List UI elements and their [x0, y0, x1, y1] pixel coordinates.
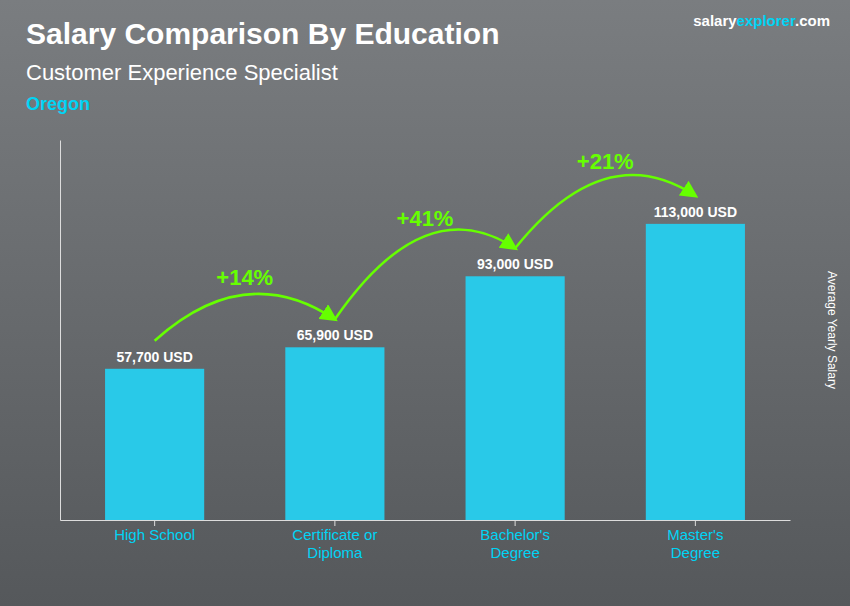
value-label: 57,700 USD: [116, 349, 192, 365]
x-tick-label: High School: [114, 526, 195, 543]
x-tick-label-line: High School: [114, 526, 195, 543]
x-tick: Bachelor'sDegree: [480, 520, 550, 561]
brand-part: salary: [693, 12, 737, 29]
subtitle: Customer Experience Specialist: [26, 60, 338, 85]
x-axis-line: [61, 520, 791, 521]
x-tick-label: Bachelor'sDegree: [480, 526, 550, 561]
x-tick: Master'sDegree: [667, 520, 723, 561]
value-label: 113,000 USD: [654, 204, 737, 220]
growth-label: +21%: [577, 149, 634, 174]
chart: Salary Comparison By Education Customer E…: [0, 0, 850, 606]
value-label: 65,900 USD: [297, 327, 373, 343]
y-axis-title: Average Yearly Salary: [825, 271, 839, 389]
x-tick-label-line: Master's: [667, 526, 723, 543]
x-tick-label-line: Bachelor's: [480, 526, 550, 543]
y-axis: [60, 141, 61, 521]
bar: [105, 369, 204, 520]
x-axis: High School Certificate orDiploma Bachelor…: [61, 520, 791, 561]
location: Oregon: [26, 94, 90, 114]
growth-arrow: [515, 175, 695, 248]
growth-arrows: +14% +41% +21%: [155, 149, 696, 341]
x-tick-label: Certificate orDiploma: [292, 526, 377, 561]
plot: High School Certificate orDiploma Bachelor…: [61, 141, 791, 561]
growth-label: +14%: [216, 265, 273, 290]
y-axis-line: [60, 141, 61, 521]
bar: [466, 276, 565, 520]
brand-part: explorer: [737, 12, 796, 29]
x-tick: High School: [114, 520, 195, 543]
background: [0, 0, 850, 606]
bars: [105, 224, 745, 520]
x-tick: Certificate orDiploma: [292, 520, 377, 561]
brand-part: .com: [795, 12, 830, 29]
title: Salary Comparison By Education: [26, 17, 499, 50]
bar: [646, 224, 745, 520]
growth-arrow: [155, 294, 335, 341]
x-tick-label-line: Certificate or: [292, 526, 377, 543]
brand: salaryexplorer.com: [693, 12, 830, 29]
growth-arrow: [335, 229, 515, 319]
x-tick-label-line: Degree: [491, 544, 540, 561]
x-tick-label: Master'sDegree: [667, 526, 723, 561]
x-tick-label-line: Diploma: [307, 544, 363, 561]
x-tick-label-line: Degree: [671, 544, 720, 561]
value-label: 93,000 USD: [477, 256, 553, 272]
bar: [285, 347, 384, 520]
growth-label: +41%: [397, 206, 454, 231]
